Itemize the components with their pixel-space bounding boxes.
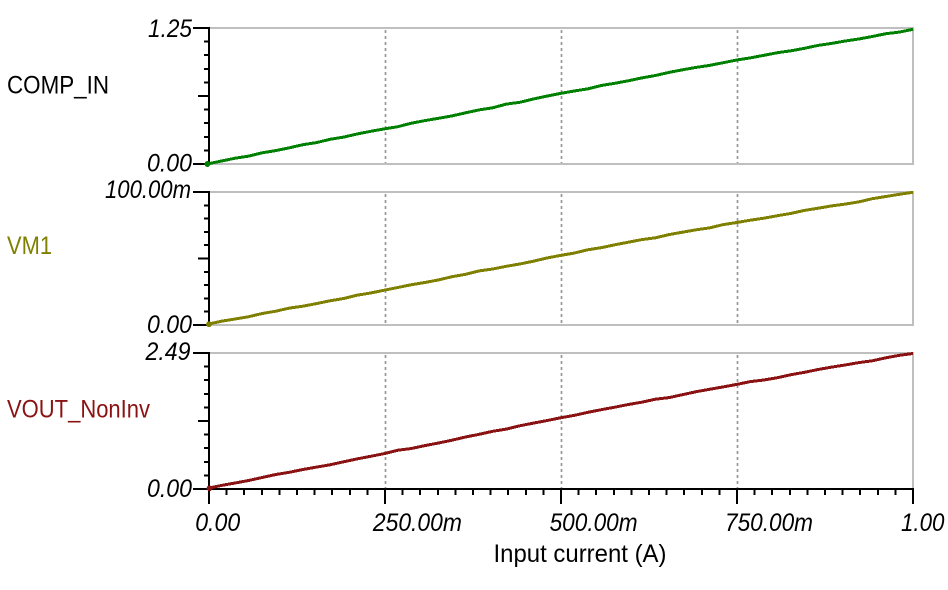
svg-text:1.00: 1.00 [901, 509, 945, 537]
svg-text:VOUT_NonInv: VOUT_NonInv [7, 396, 150, 424]
svg-text:500.00m: 500.00m [550, 509, 638, 537]
svg-text:COMP_IN: COMP_IN [7, 72, 109, 100]
svg-text:VM1: VM1 [7, 232, 52, 260]
svg-text:2.49: 2.49 [145, 338, 191, 366]
svg-text:0.00: 0.00 [195, 509, 240, 537]
svg-text:Input current (A): Input current (A) [494, 540, 667, 568]
svg-text:750.00m: 750.00m [725, 509, 813, 537]
svg-text:1.25: 1.25 [148, 15, 192, 43]
svg-text:0.00: 0.00 [147, 311, 192, 339]
svg-text:0.00: 0.00 [147, 475, 192, 503]
svg-text:250.00m: 250.00m [372, 509, 462, 537]
svg-text:0.00: 0.00 [147, 150, 192, 178]
svg-text:100.00m: 100.00m [105, 176, 191, 204]
